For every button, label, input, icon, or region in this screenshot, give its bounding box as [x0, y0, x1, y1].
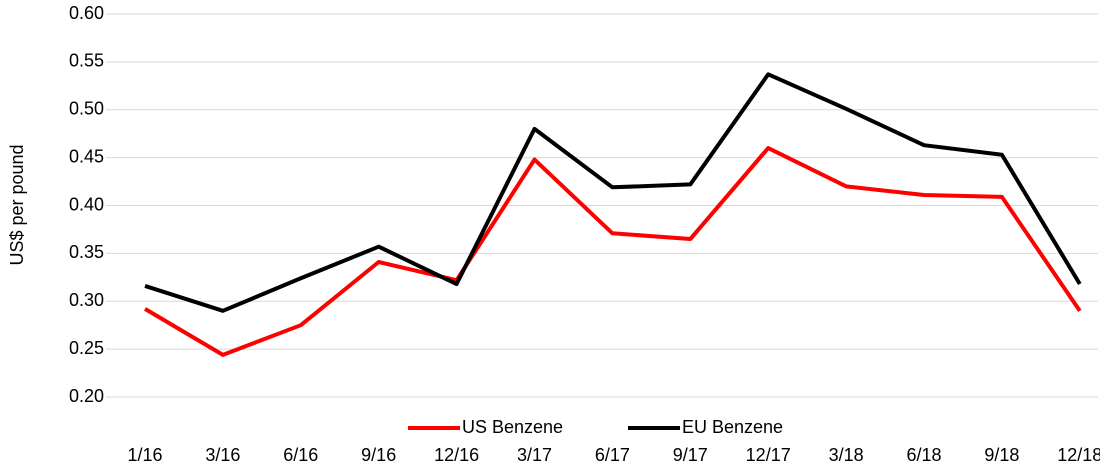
y-tick-label: 0.60: [69, 3, 104, 23]
legend-label: EU Benzene: [682, 417, 783, 437]
y-tick-label: 0.25: [69, 338, 104, 358]
x-tick-label: 6/17: [595, 445, 630, 465]
x-tick-label: 12/18: [1057, 445, 1100, 465]
y-tick-label: 0.45: [69, 146, 104, 166]
y-tick-label: 0.55: [69, 51, 104, 71]
legend-label: US Benzene: [462, 417, 563, 437]
x-tick-label: 9/17: [673, 445, 708, 465]
x-tick-label: 12/17: [746, 445, 791, 465]
x-tick-label: 9/16: [361, 445, 396, 465]
y-tick-label: 0.40: [69, 194, 104, 214]
x-tick-label: 3/16: [205, 445, 240, 465]
x-tick-label: 12/16: [434, 445, 479, 465]
x-tick-label: 1/16: [127, 445, 162, 465]
x-tick-label: 3/18: [829, 445, 864, 465]
x-tick-label: 9/18: [984, 445, 1019, 465]
data-line: [143, 146, 1082, 357]
x-tick-label: 6/16: [283, 445, 318, 465]
y-axis-label: US$ per pound: [7, 144, 27, 265]
data-line: [144, 72, 1082, 313]
y-tick-label: 0.30: [69, 290, 104, 310]
y-tick-label: 0.50: [69, 99, 104, 119]
x-tick-label: 6/18: [906, 445, 941, 465]
y-tick-label: 0.20: [69, 386, 104, 406]
x-tick-label: 3/17: [517, 445, 552, 465]
y-tick-label: 0.35: [69, 242, 104, 262]
